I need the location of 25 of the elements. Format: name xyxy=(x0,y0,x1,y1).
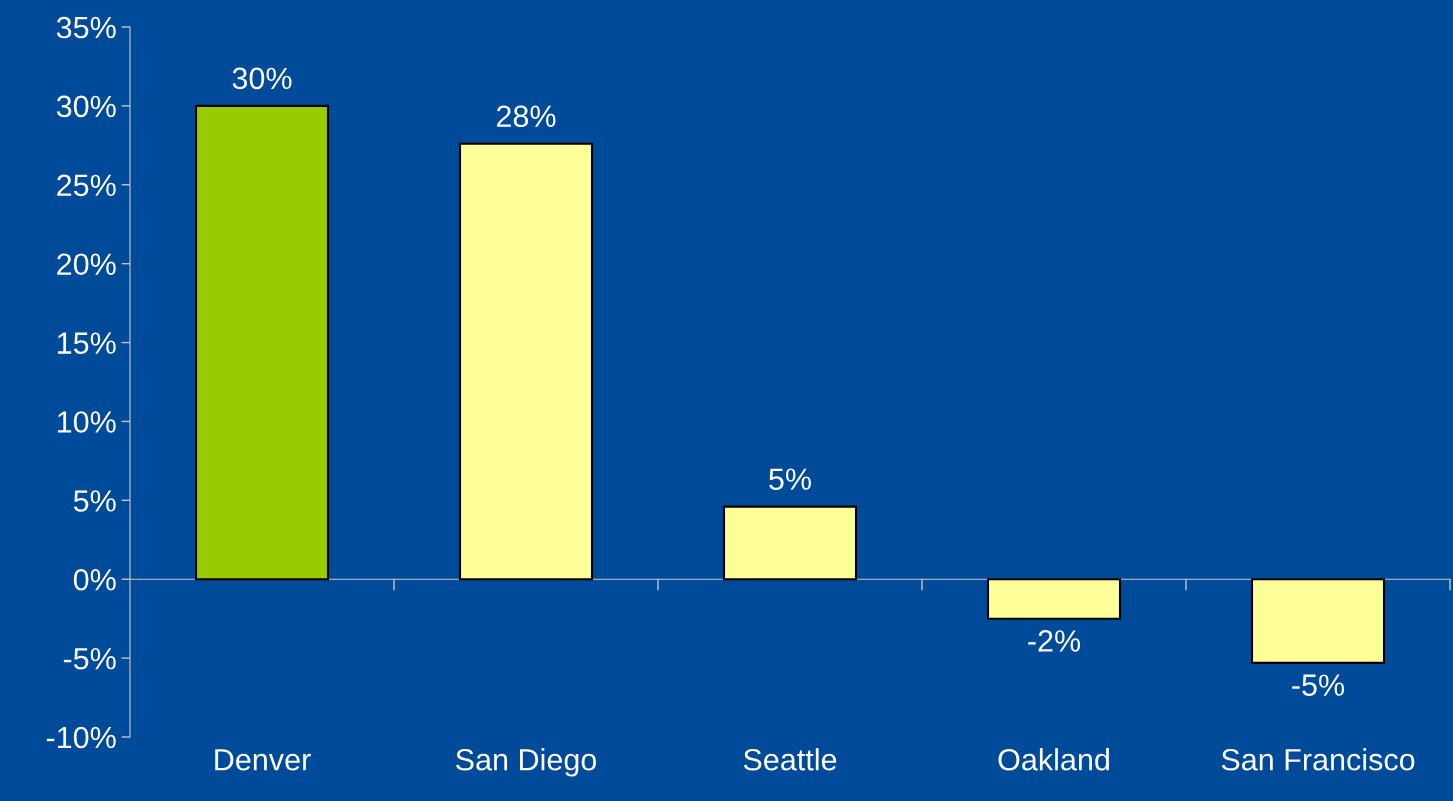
y-tick-label: 35% xyxy=(56,16,116,39)
y-tick-label: 0% xyxy=(73,568,116,591)
bar xyxy=(1250,578,1386,664)
y-tick-label: 20% xyxy=(57,253,116,276)
y-tick-label: 5% xyxy=(73,490,116,512)
x-tick-label: San Francisco xyxy=(1221,748,1415,771)
x-tick-label: Seattle xyxy=(743,748,837,771)
bar xyxy=(722,505,858,581)
data-label: 30% xyxy=(232,67,292,90)
y-tick-label: -5% xyxy=(63,647,116,670)
bar xyxy=(458,142,594,581)
data-label: -2% xyxy=(1028,630,1081,652)
data-label: 5% xyxy=(769,468,811,490)
bar xyxy=(194,104,330,581)
x-tick-label: Oakland xyxy=(998,748,1109,771)
x-tick-label: Denver xyxy=(215,749,311,771)
bar xyxy=(986,578,1122,620)
y-tick-label: 30% xyxy=(56,95,116,118)
y-tick-label: 25% xyxy=(57,174,116,197)
y-tick-label: 10% xyxy=(57,411,116,433)
y-tick-label: -10% xyxy=(46,726,116,749)
data-label: 28% xyxy=(496,105,556,128)
y-tick-label: 15% xyxy=(57,332,116,354)
x-tick-label: San Diego xyxy=(456,748,597,777)
data-label: -5% xyxy=(1292,674,1345,696)
